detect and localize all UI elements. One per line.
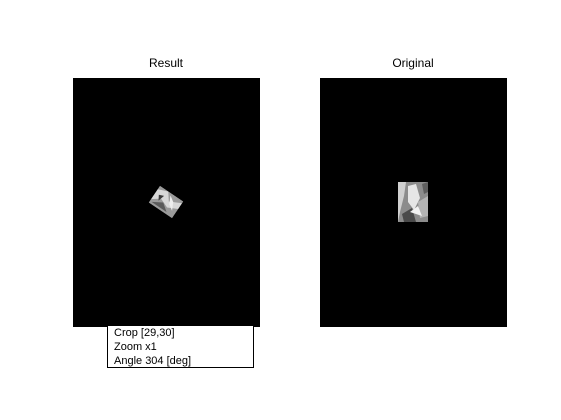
original-title: Original bbox=[392, 56, 434, 70]
info-box: Crop [29,30] Zoom x1 Angle 304 [deg] bbox=[107, 326, 254, 368]
result-axes[interactable] bbox=[73, 78, 260, 327]
original-image bbox=[398, 182, 428, 222]
zoom-text: Zoom x1 bbox=[114, 341, 157, 353]
angle-text: Angle 304 [deg] bbox=[114, 355, 192, 367]
result-title: Result bbox=[148, 56, 183, 70]
result-image bbox=[148, 185, 184, 219]
original-axes[interactable] bbox=[320, 78, 507, 327]
crop-text: Crop [29,30] bbox=[114, 327, 175, 339]
